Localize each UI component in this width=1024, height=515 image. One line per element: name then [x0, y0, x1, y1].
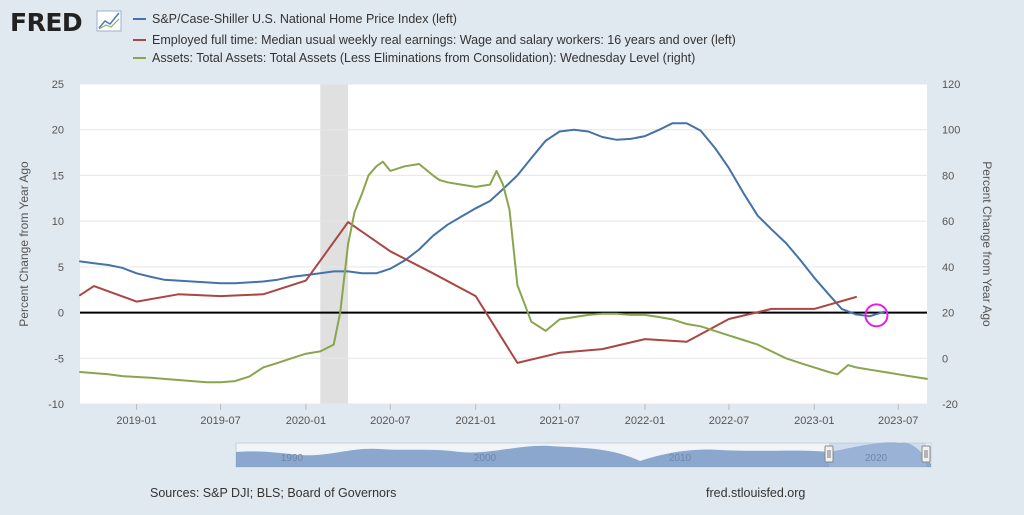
range-navigator[interactable]: 1990 2000 2010 2020 — [235, 442, 932, 468]
navigator-year-label: 2020 — [865, 453, 888, 464]
navigator-year-label: 2010 — [669, 453, 692, 464]
highlight-circle — [864, 303, 889, 328]
series-earnings-line — [79, 221, 857, 364]
legend-item-earnings[interactable]: Employed full time: Median usual weekly … — [133, 33, 736, 47]
fred-logo-text: FRED — [10, 8, 82, 37]
y-left-tick-label: 10 — [52, 216, 64, 228]
x-axis-ticks: 2019-01 2019-07 2020-01 2020-07 2021-01 2021-… — [116, 404, 918, 427]
navigator-selected-range[interactable] — [829, 443, 926, 467]
fred-site-link[interactable]: fred.stlouisfed.org — [706, 486, 805, 500]
legend-item-home-price[interactable]: S&P/Case-Shiller U.S. National Home Pric… — [133, 12, 457, 26]
x-tick-label: 2022-07 — [709, 415, 749, 427]
y-left-tick-label: -5 — [54, 353, 64, 365]
navigator-labels: 1990 2000 2010 2020 — [281, 453, 888, 464]
navigator-area-chart — [236, 442, 931, 467]
x-tick-label: 2021-07 — [539, 415, 579, 427]
recession-band — [320, 84, 349, 404]
legend-label-home-price: S&P/Case-Shiller U.S. National Home Pric… — [152, 12, 457, 26]
navigator-year-label: 2000 — [474, 453, 497, 464]
y-left-tick-label: 15 — [52, 170, 64, 182]
sources-text: Sources: S&P DJI; BLS; Board of Governor… — [150, 486, 396, 500]
navigator-handle-left[interactable] — [824, 445, 834, 463]
y-axis-right-title: Percent Change from Year Ago — [980, 161, 994, 327]
plot-area — [80, 84, 927, 404]
legend-label-assets: Assets: Total Assets: Total Assets (Less… — [152, 51, 695, 65]
legend: S&P/Case-Shiller U.S. National Home Pric… — [133, 12, 736, 65]
legend-label-earnings: Employed full time: Median usual weekly … — [152, 33, 736, 47]
y-right-tick-label: 0 — [942, 353, 948, 365]
x-tick-label: 2023-01 — [794, 415, 834, 427]
series-layer — [79, 122, 928, 384]
x-tick-label: 2022-01 — [625, 415, 665, 427]
y-axis-right-ticks: 120 100 80 60 40 20 0 -20 — [942, 79, 960, 411]
x-tick-label: 2021-01 — [455, 415, 495, 427]
y-right-tick-label: 20 — [942, 308, 954, 320]
y-left-tick-label: 25 — [52, 79, 64, 91]
series-home-price-line — [79, 122, 886, 318]
y-axis-left-title: Percent Change from Year Ago — [17, 161, 31, 327]
x-tick-label: 2023-07 — [878, 415, 918, 427]
y-right-tick-label: 80 — [942, 170, 954, 182]
y-right-tick-label: 60 — [942, 216, 954, 228]
x-tick-label: 2020-07 — [370, 415, 410, 427]
y-axis-left-ticks: 25 20 15 10 5 0 -5 -10 — [48, 79, 64, 411]
annotation-layer — [864, 303, 889, 328]
y-left-tick-label: 5 — [58, 262, 64, 274]
y-right-tick-label: 100 — [942, 125, 960, 137]
y-left-tick-label: -10 — [48, 399, 64, 411]
series-assets-line — [79, 160, 928, 384]
navigator-year-label: 1990 — [281, 453, 304, 464]
y-left-tick-label: 0 — [58, 308, 64, 320]
x-tick-label: 2020-01 — [286, 415, 326, 427]
y-right-tick-label: 120 — [942, 79, 960, 91]
y-right-tick-label: -20 — [942, 399, 958, 411]
navigator-handle-right[interactable] — [921, 445, 931, 463]
legend-item-assets[interactable]: Assets: Total Assets: Total Assets (Less… — [133, 51, 695, 65]
y-left-tick-label: 20 — [52, 125, 64, 137]
x-tick-label: 2019-07 — [200, 415, 240, 427]
fred-logo[interactable]: FRED — [10, 8, 122, 37]
y-right-tick-label: 40 — [942, 262, 954, 274]
x-tick-label: 2019-01 — [116, 415, 156, 427]
fred-logo-graph-icon — [96, 10, 122, 32]
recession-band-layer — [320, 84, 349, 404]
